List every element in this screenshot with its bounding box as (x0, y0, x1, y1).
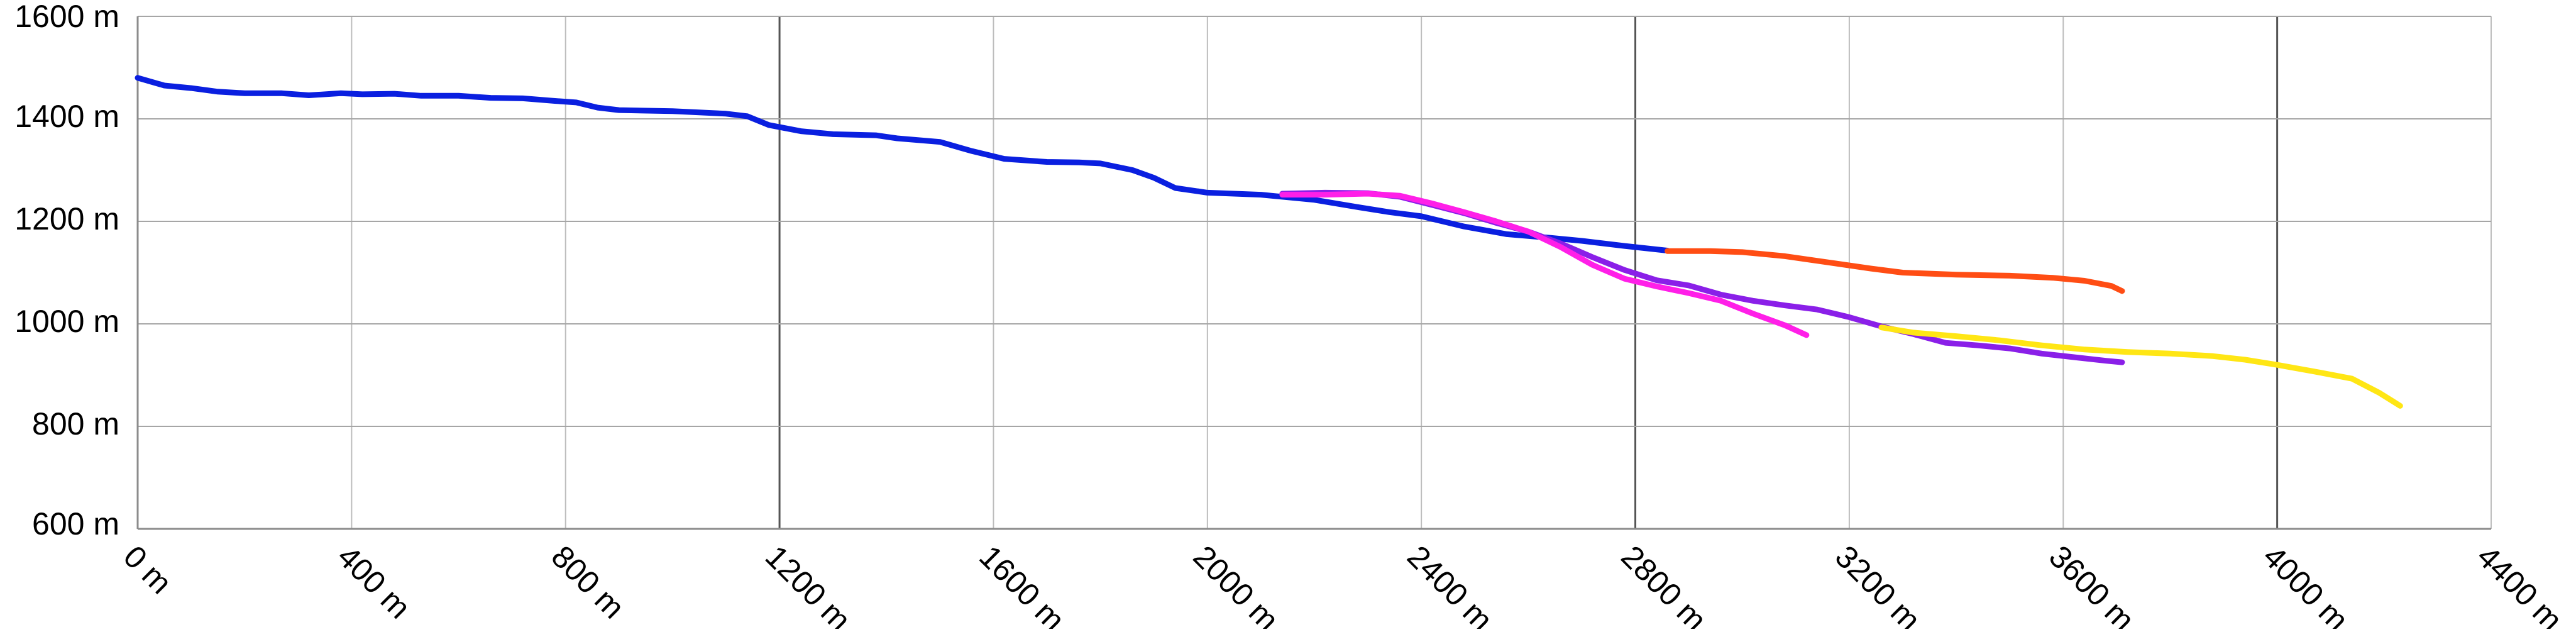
plot-area (138, 16, 2491, 529)
series-line-5 (1878, 324, 2403, 409)
y-tick-label: 1600 m (14, 0, 119, 34)
x-tick-label: 3600 m (2042, 539, 2142, 629)
y-tick-labels: 600 m 800 m 1000 m 1200 m 1400 m 1600 m (14, 0, 119, 541)
x-tick-label: 0 m (117, 539, 179, 601)
x-tick-label: 3200 m (1829, 539, 1928, 629)
x-tick-label: 1200 m (759, 539, 858, 629)
x-tick-label: 2800 m (1614, 539, 1714, 629)
series-line-4 (1279, 191, 1810, 338)
x-tick-label: 4000 m (2256, 539, 2355, 629)
y-tick-label: 1400 m (14, 99, 119, 134)
x-tick-labels: 0 m 400 m 800 m 1200 m 1600 m 2000 m 2400 m 280… (117, 539, 2570, 632)
x-tick-label: 2400 m (1401, 539, 1500, 629)
series-line-2 (1665, 248, 2125, 294)
y-tick-label: 1200 m (14, 201, 119, 236)
x-tick-label: 1600 m (972, 539, 1072, 629)
gridlines (136, 16, 2492, 530)
series-line-1 (135, 75, 1671, 253)
x-tick-label: 400 m (331, 539, 417, 626)
x-tick-label: 2000 m (1187, 539, 1286, 629)
y-tick-label: 1000 m (14, 304, 119, 339)
x-tick-label: 800 m (544, 539, 631, 626)
y-tick-label: 600 m (32, 506, 119, 541)
x-tick-label: 4400 m (2470, 539, 2570, 629)
series-lines (135, 75, 2403, 409)
y-tick-label: 800 m (32, 406, 119, 441)
